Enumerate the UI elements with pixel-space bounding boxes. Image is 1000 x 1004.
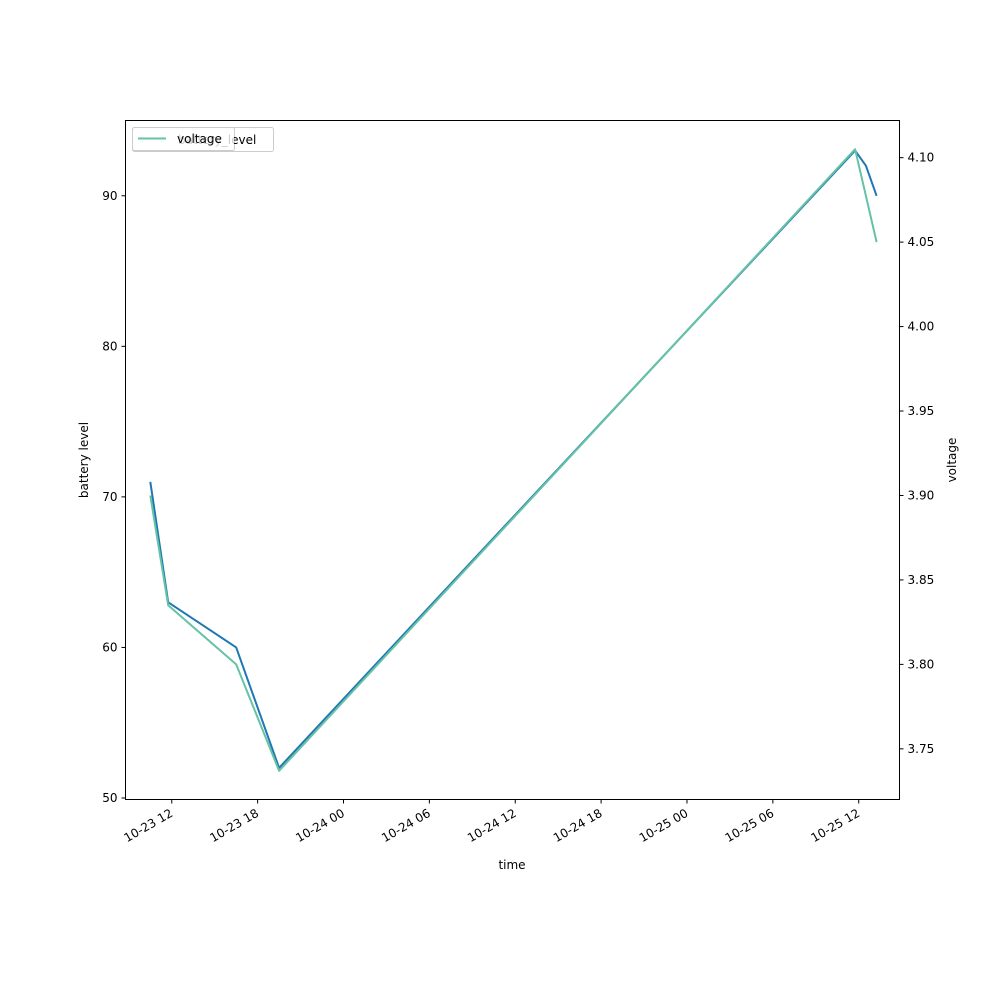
- y-right-tick-label: 3.90: [908, 488, 935, 502]
- y-right-tick-label: 3.80: [908, 657, 935, 671]
- legend-label-mask: [176, 130, 234, 148]
- y-right-tick-label: 3.95: [908, 404, 935, 418]
- x-tick-label: 10-24 12: [465, 806, 519, 845]
- y-left-axis-label: battery level: [77, 422, 91, 498]
- y-right-axis-label: voltage: [945, 438, 959, 483]
- y-left-tick-label: 90: [102, 189, 117, 203]
- y-right-tick-label: 4.10: [908, 151, 935, 165]
- series-line-voltage: [149, 148, 878, 772]
- y-right-tick-label: 3.85: [908, 573, 935, 587]
- x-tick-label: 10-24 06: [379, 806, 433, 845]
- y-right-tick-label: 4.05: [908, 235, 935, 249]
- y-right-tick-label: 3.75: [908, 742, 935, 756]
- y-left-tick-label: 60: [102, 640, 117, 654]
- y-left-tick-label: 80: [102, 339, 117, 353]
- x-tick-label: 10-23 12: [122, 806, 176, 845]
- y-left-tick-label: 70: [102, 490, 117, 504]
- x-tick-label: 10-25 00: [637, 806, 691, 845]
- x-tick-label: 10-25 06: [723, 806, 777, 845]
- legend-label-voltage: voltage: [177, 132, 222, 146]
- x-tick-label: 10-24 18: [551, 806, 605, 845]
- x-axis-label: time: [498, 858, 525, 872]
- x-tick-label: 10-25 12: [808, 806, 862, 845]
- y-left-tick-label: 50: [102, 791, 117, 805]
- x-tick-label: 10-24 00: [293, 806, 347, 845]
- y-right-tick-label: 4.00: [908, 320, 935, 334]
- x-tick-label: 10-23 18: [207, 806, 261, 845]
- plot-frame: [125, 120, 900, 800]
- legend: battery_level voltage: [132, 127, 274, 152]
